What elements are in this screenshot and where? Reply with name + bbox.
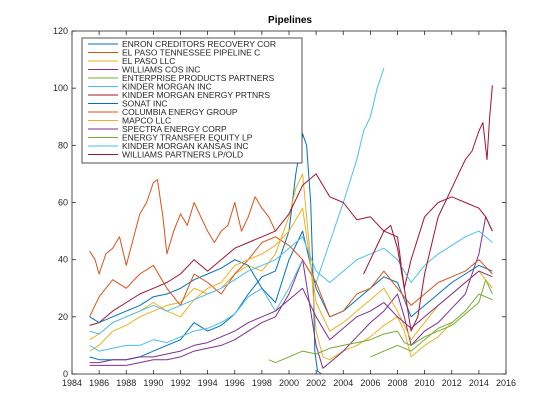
x-tick-label: 1994 (198, 378, 218, 388)
y-tick-label: 80 (58, 140, 68, 150)
x-tick-label: 2010 (415, 378, 435, 388)
x-tick-label: 1992 (170, 378, 190, 388)
x-tick-label: 1998 (252, 378, 272, 388)
legend-entry-4: WILLIAMS COS INC (122, 65, 200, 75)
legend-entry-5: ENTERPRISE PRODUCTS PARTNERS (122, 73, 275, 83)
series-line-3 (89, 173, 453, 361)
x-tick-label: 1988 (116, 378, 136, 388)
series-layer (89, 68, 493, 375)
x-tick-label: 2002 (306, 378, 326, 388)
x-tick-label: 1996 (225, 378, 245, 388)
axes-layer: 1984 1986 1988 1990 1992 1994 1996 1998 2000 2002… (53, 26, 516, 388)
series-line-13 (89, 230, 493, 335)
legend-entry-7: KINDER MORGAN ENERGY PRTNRS (122, 90, 270, 100)
x-tick-label: 2004 (333, 378, 353, 388)
legend-entry-14: WILLIAMS PARTNERS LP/OLD (122, 150, 243, 160)
chart-title: Pipelines (268, 15, 312, 26)
x-tick-label: 1984 (62, 378, 82, 388)
legend-entry-11: SPECTRA ENERGY CORP (122, 124, 227, 134)
series-line-8 (89, 230, 493, 324)
y-tick-label: 120 (53, 26, 68, 36)
x-tick-label: 2000 (279, 378, 299, 388)
x-tick-label: 2016 (496, 378, 516, 388)
legend-entry-12: ENERGY TRANSFER EQUITY LP (122, 133, 253, 143)
x-tick-label: 1986 (89, 378, 109, 388)
series-line-12 (370, 293, 493, 358)
series-line-14 (363, 85, 493, 332)
x-tick-label: 2014 (469, 378, 489, 388)
legend-entry-6: KINDER MORGAN INC (122, 82, 212, 92)
legend-entry-3: EL PASO LLC (122, 56, 175, 66)
x-tick-label: 2012 (442, 378, 462, 388)
series-line-10 (89, 207, 493, 341)
y-tick-label: 60 (58, 198, 68, 208)
legend-entry-13: KINDER MORGAN KANSAS INC (122, 141, 249, 151)
y-tick-label: 40 (58, 255, 68, 265)
legend-entry-2: EL PASO TENNESSEE PIPELINE C (122, 48, 260, 58)
y-tick-label: 0 (63, 369, 68, 379)
series-line-2 (89, 179, 276, 275)
legend-entry-1: ENRON CREDITORS RECOVERY COR (122, 39, 276, 49)
legend-entry-8: SONAT INC (122, 99, 168, 109)
series-line-7 (89, 173, 493, 326)
series-line-6 (89, 68, 385, 352)
legend-entry-9: COLUMBIA ENERGY GROUP (122, 107, 238, 117)
legend-entry-10: MAPCO LLC (122, 116, 171, 126)
series-line-11 (89, 270, 493, 364)
series-line-9 (89, 236, 493, 318)
x-tick-label: 2008 (387, 378, 407, 388)
series-line-5 (268, 279, 493, 364)
x-tick-label: 1990 (143, 378, 163, 388)
legend-box (81, 37, 303, 164)
y-tick-label: 100 (53, 83, 68, 93)
x-tick-label: 2006 (360, 378, 380, 388)
y-tick-label: 20 (58, 312, 68, 322)
